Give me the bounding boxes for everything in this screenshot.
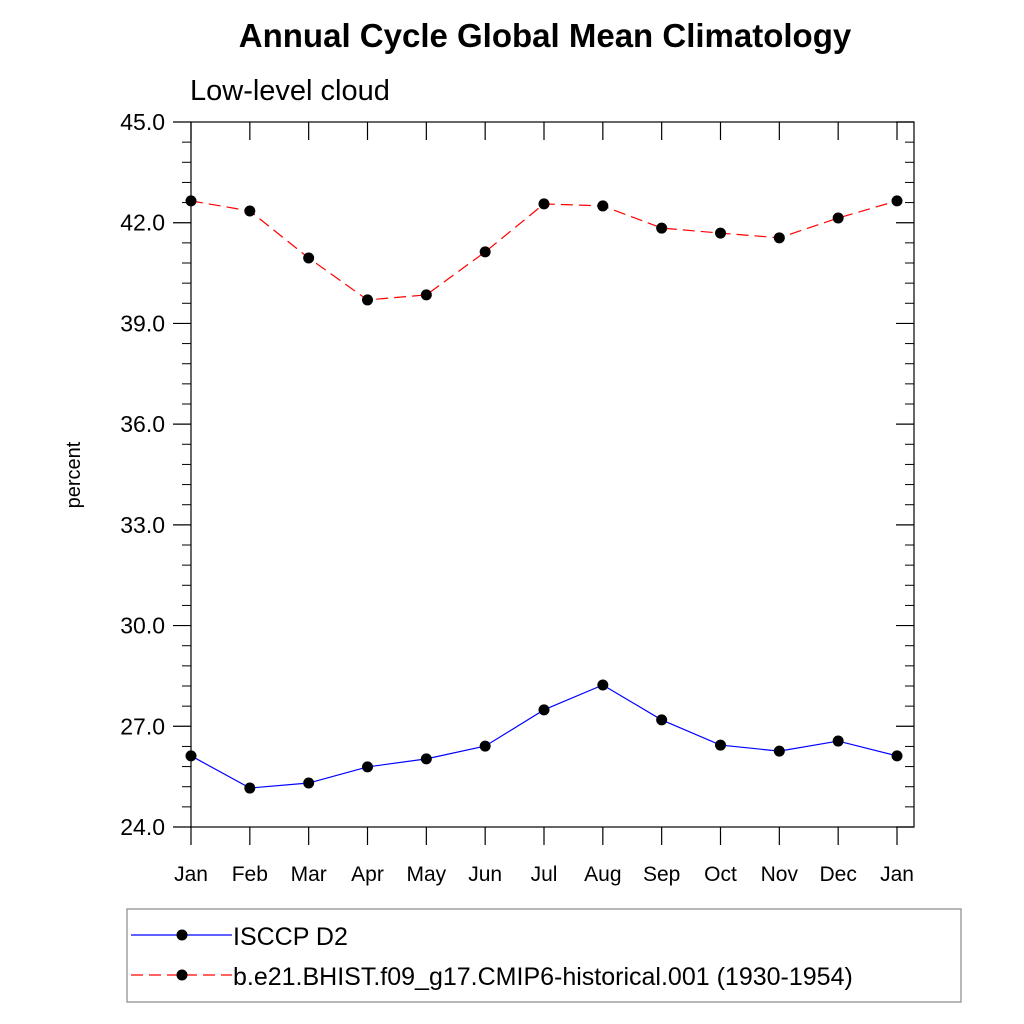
chart-title: Annual Cycle Global Mean Climatology xyxy=(239,17,852,54)
x-tick-label: Jul xyxy=(531,863,558,886)
y-tick-label: 45.0 xyxy=(120,109,165,135)
legend-marker xyxy=(176,969,188,981)
legend-label: b.e21.BHIST.f09_g17.CMIP6-historical.001… xyxy=(233,963,853,991)
data-point xyxy=(303,252,315,264)
x-tick-label: May xyxy=(406,863,446,886)
x-tick-label: Dec xyxy=(819,863,856,886)
data-point xyxy=(773,232,785,244)
x-tick-label: Jun xyxy=(468,863,502,886)
data-point xyxy=(538,198,550,210)
y-tick-label: 30.0 xyxy=(120,613,165,639)
chart-subtitle: Low-level cloud xyxy=(190,75,390,107)
y-axis-label: percent xyxy=(63,441,85,508)
legend-label: ISCCP D2 xyxy=(233,923,348,951)
data-point xyxy=(832,735,844,747)
data-point xyxy=(538,704,550,716)
data-point xyxy=(479,740,491,752)
x-tick-label: Aug xyxy=(584,863,621,886)
y-tick-label: 24.0 xyxy=(120,814,165,840)
data-point xyxy=(479,246,491,258)
data-point xyxy=(891,195,903,207)
data-point xyxy=(362,294,373,306)
data-point xyxy=(715,739,726,751)
x-tick-label: Apr xyxy=(351,863,384,886)
data-point xyxy=(773,745,785,757)
data-point xyxy=(244,782,256,794)
series-line-1 xyxy=(190,200,898,301)
x-tick-label: Sep xyxy=(643,863,680,886)
data-point xyxy=(185,750,197,762)
legend-box xyxy=(126,908,962,1003)
data-point xyxy=(303,777,315,789)
y-tick-label: 42.0 xyxy=(120,210,165,236)
x-tick-label: Mar xyxy=(291,863,327,886)
data-point xyxy=(832,212,844,224)
data-point xyxy=(185,195,197,207)
data-point xyxy=(891,750,903,762)
series-line-0 xyxy=(190,684,898,789)
y-tick-label: 27.0 xyxy=(120,713,165,739)
x-tick-label: Jan xyxy=(174,863,208,886)
data-point xyxy=(597,679,609,691)
data-point xyxy=(715,227,726,239)
x-tick-label: Nov xyxy=(761,863,799,886)
y-tick-label: 39.0 xyxy=(120,310,165,336)
data-point xyxy=(420,753,432,765)
data-point xyxy=(362,761,373,773)
x-tick-label: Oct xyxy=(704,863,737,886)
legend-marker xyxy=(176,929,188,941)
data-point xyxy=(656,714,668,726)
x-tick-label: Jan xyxy=(880,863,914,886)
data-point xyxy=(656,222,668,234)
y-tick-label: 33.0 xyxy=(120,512,165,538)
plot-frame xyxy=(190,121,915,828)
y-tick-label: 36.0 xyxy=(120,411,165,437)
data-point xyxy=(420,289,432,301)
data-point xyxy=(597,200,609,212)
x-tick-label: Feb xyxy=(232,863,268,886)
data-point xyxy=(244,205,256,217)
